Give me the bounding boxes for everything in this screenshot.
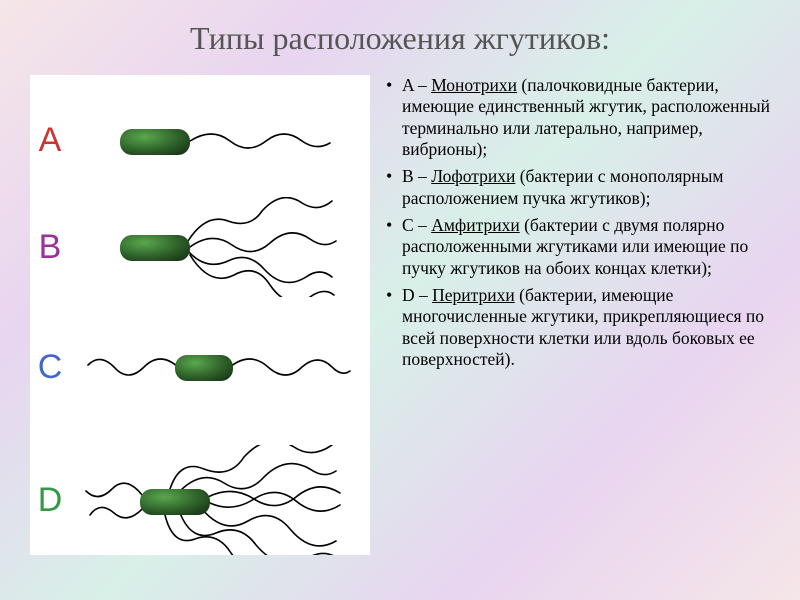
definition-letter: C – [402, 215, 431, 235]
diagram-row-a: A [30, 105, 370, 175]
flagellum-path [165, 515, 307, 555]
flagellum-path [180, 513, 336, 555]
flagellum-path [86, 483, 142, 496]
row-letter: C [30, 348, 70, 387]
bacterium-body [140, 489, 210, 515]
flagella-diagram: A B C D [30, 75, 370, 555]
bacterium-illustration [70, 327, 370, 407]
row-letter: B [30, 228, 70, 267]
flagellum-path [230, 359, 350, 375]
bacterium-illustration [70, 197, 370, 297]
page-title: Типы расположения жгутиков: [30, 20, 770, 57]
definition-item: C – Амфитрихи (бактерии с двумя полярно … [380, 215, 770, 279]
definition-item: D – Перитрихи (бактерии, имеющие многочи… [380, 285, 770, 370]
bacterium-illustration [70, 445, 370, 555]
diagram-row-c: C [30, 327, 370, 407]
flagella-svg [70, 445, 370, 555]
definition-letter: B – [402, 166, 431, 186]
bacterium-body [175, 355, 233, 381]
definition-term: Монотрихи [431, 75, 517, 95]
flagellum-path [190, 255, 334, 297]
definition-item: A – Монотрихи (палочковидные бактерии, и… [380, 75, 770, 160]
definition-term: Лофотрихи [431, 166, 515, 186]
content-area: A B C D A – Монотрихи (палочковидные бактер… [30, 75, 770, 555]
definitions-column: A – Монотрихи (палочковидные бактерии, и… [380, 75, 770, 555]
flagellum-path [202, 509, 336, 546]
row-letter: D [30, 481, 70, 520]
flagellum-path [188, 198, 332, 241]
flagella-svg [70, 197, 370, 297]
flagellum-path [190, 134, 330, 148]
bacterium-body [120, 129, 190, 155]
bacterium-illustration [70, 105, 370, 175]
flagellum-path [188, 251, 332, 282]
definition-letter: A – [402, 75, 431, 95]
flagellum-path [88, 359, 178, 375]
row-letter: A [30, 121, 70, 160]
diagram-row-d: D [30, 445, 370, 555]
flagellum-path [208, 487, 340, 506]
flagellum-path [210, 492, 340, 511]
flagellum-path [190, 233, 336, 252]
definition-term: Амфитрихи [431, 215, 520, 235]
diagram-row-b: B [30, 197, 370, 297]
definition-term: Перитрихи [432, 285, 515, 305]
flagellum-path [180, 464, 336, 491]
flagella-svg [70, 105, 370, 175]
definition-item: B – Лофотрихи (бактерии с монополярным р… [380, 166, 770, 209]
bacterium-body [120, 235, 190, 261]
flagellum-path [90, 507, 144, 518]
definition-letter: D – [402, 285, 432, 305]
